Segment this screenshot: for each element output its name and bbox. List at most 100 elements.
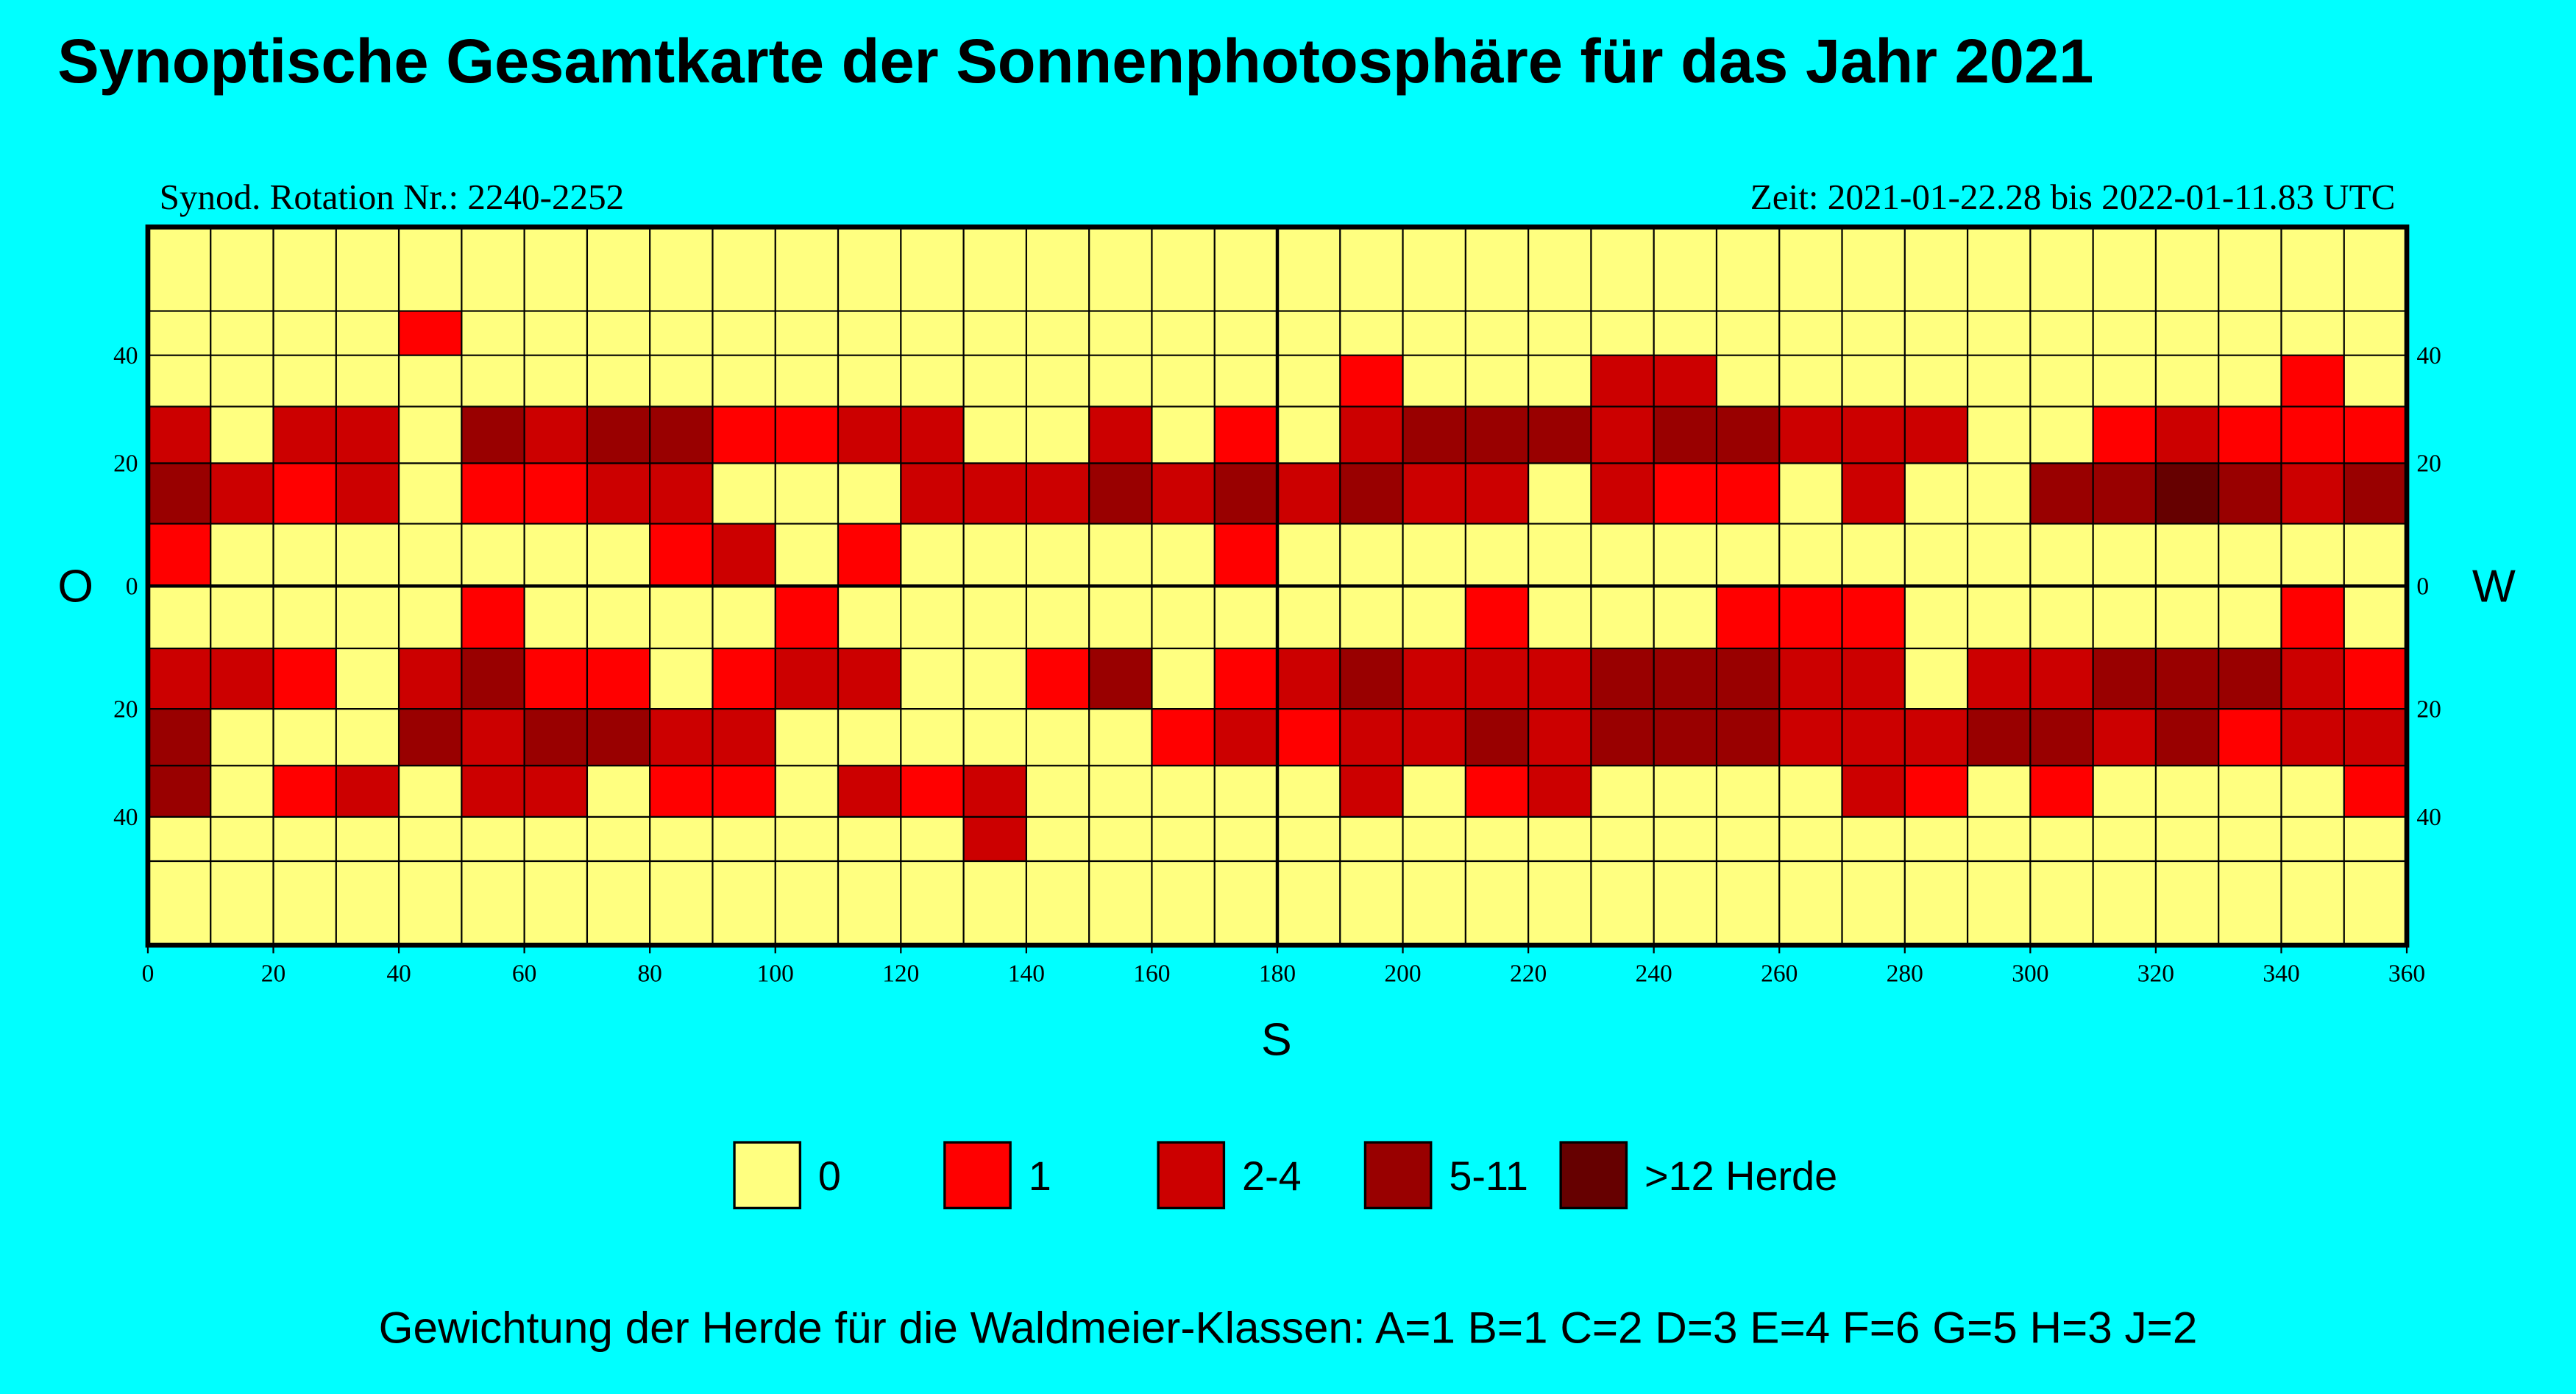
cell [901, 355, 964, 407]
cell [1653, 406, 1717, 464]
x-axis-label: S [1261, 1014, 1292, 1066]
cell [2281, 227, 2344, 311]
cell [1528, 523, 1592, 587]
cell [461, 709, 525, 766]
legend-label: 1 [1029, 1153, 1051, 1199]
cell [838, 648, 901, 710]
cell [1340, 227, 1403, 311]
cell [2281, 355, 2344, 407]
cell [1465, 586, 1529, 649]
cell [2218, 709, 2282, 766]
cell [2155, 816, 2219, 862]
cell [2155, 709, 2219, 766]
cell [336, 709, 400, 766]
cell [650, 648, 713, 710]
cell [1528, 765, 1592, 817]
cell [838, 523, 901, 587]
cell [1591, 709, 1654, 766]
cell [1340, 463, 1403, 524]
cell [1591, 406, 1654, 464]
cell [1465, 463, 1529, 524]
cell [838, 861, 901, 946]
cell [1277, 311, 1341, 355]
cell [210, 227, 274, 311]
cell [1026, 355, 1090, 407]
cell [2030, 355, 2093, 407]
y-tick-label-left: 20 [113, 696, 138, 723]
y-tick-label-right: 20 [2416, 696, 2441, 723]
cell [1716, 463, 1780, 524]
cell [2281, 463, 2344, 524]
cell [2343, 355, 2408, 407]
cell [1968, 648, 2031, 710]
cell [399, 816, 462, 862]
cell [2343, 463, 2408, 524]
cell [336, 586, 400, 649]
cell [2343, 586, 2408, 649]
cell [1152, 311, 1215, 355]
cell [775, 861, 839, 946]
cell [273, 648, 336, 710]
cell [2093, 816, 2156, 862]
cell [650, 355, 713, 407]
x-tick-label: 300 [2012, 960, 2048, 987]
cell [1716, 709, 1780, 766]
x-tick-label: 20 [261, 960, 285, 987]
cell [147, 463, 211, 524]
cell [1089, 816, 1152, 862]
cell [2030, 227, 2093, 311]
cell [901, 648, 964, 710]
cell [2343, 709, 2408, 766]
cell [524, 355, 587, 407]
cell [1716, 406, 1780, 464]
y-tick-label-left: 40 [113, 804, 138, 831]
cell [2093, 406, 2156, 464]
cell [712, 311, 776, 355]
cell [2155, 765, 2219, 817]
cell [1152, 406, 1215, 464]
cell [1904, 861, 1968, 946]
cell [1653, 311, 1717, 355]
cell [1716, 861, 1780, 946]
cell [775, 709, 839, 766]
cell [712, 648, 776, 710]
cell [586, 586, 650, 649]
cell [210, 406, 274, 464]
cell [775, 406, 839, 464]
cell [210, 816, 274, 862]
legend-label: 0 [818, 1153, 841, 1199]
cell [1277, 523, 1341, 587]
cell [1402, 406, 1466, 464]
cell [1402, 765, 1466, 817]
cell [1089, 709, 1152, 766]
cell [147, 311, 211, 355]
cell [273, 311, 336, 355]
cell [650, 586, 713, 649]
cell [1653, 861, 1717, 946]
legend-swatch [943, 1141, 1012, 1210]
cell [1214, 861, 1277, 946]
cell [2281, 861, 2344, 946]
cell [712, 406, 776, 464]
cell [1026, 523, 1090, 587]
cell [2218, 227, 2282, 311]
cell [2155, 463, 2219, 524]
cell [1716, 816, 1780, 862]
cell [1842, 816, 1905, 862]
cell [336, 227, 400, 311]
x-tick-label: 220 [1510, 960, 1547, 987]
cell [1591, 586, 1654, 649]
cell [2218, 648, 2282, 710]
cell [963, 523, 1026, 587]
cell [1465, 523, 1529, 587]
cell [1591, 311, 1654, 355]
cell [1402, 523, 1466, 587]
x-tick-label: 360 [2388, 960, 2425, 987]
cell [1779, 709, 1842, 766]
x-tick-label: 0 [142, 960, 155, 987]
cell [1904, 227, 1968, 311]
cell [1214, 406, 1277, 464]
cell [1214, 586, 1277, 649]
cell [336, 355, 400, 407]
cell [1968, 523, 2031, 587]
